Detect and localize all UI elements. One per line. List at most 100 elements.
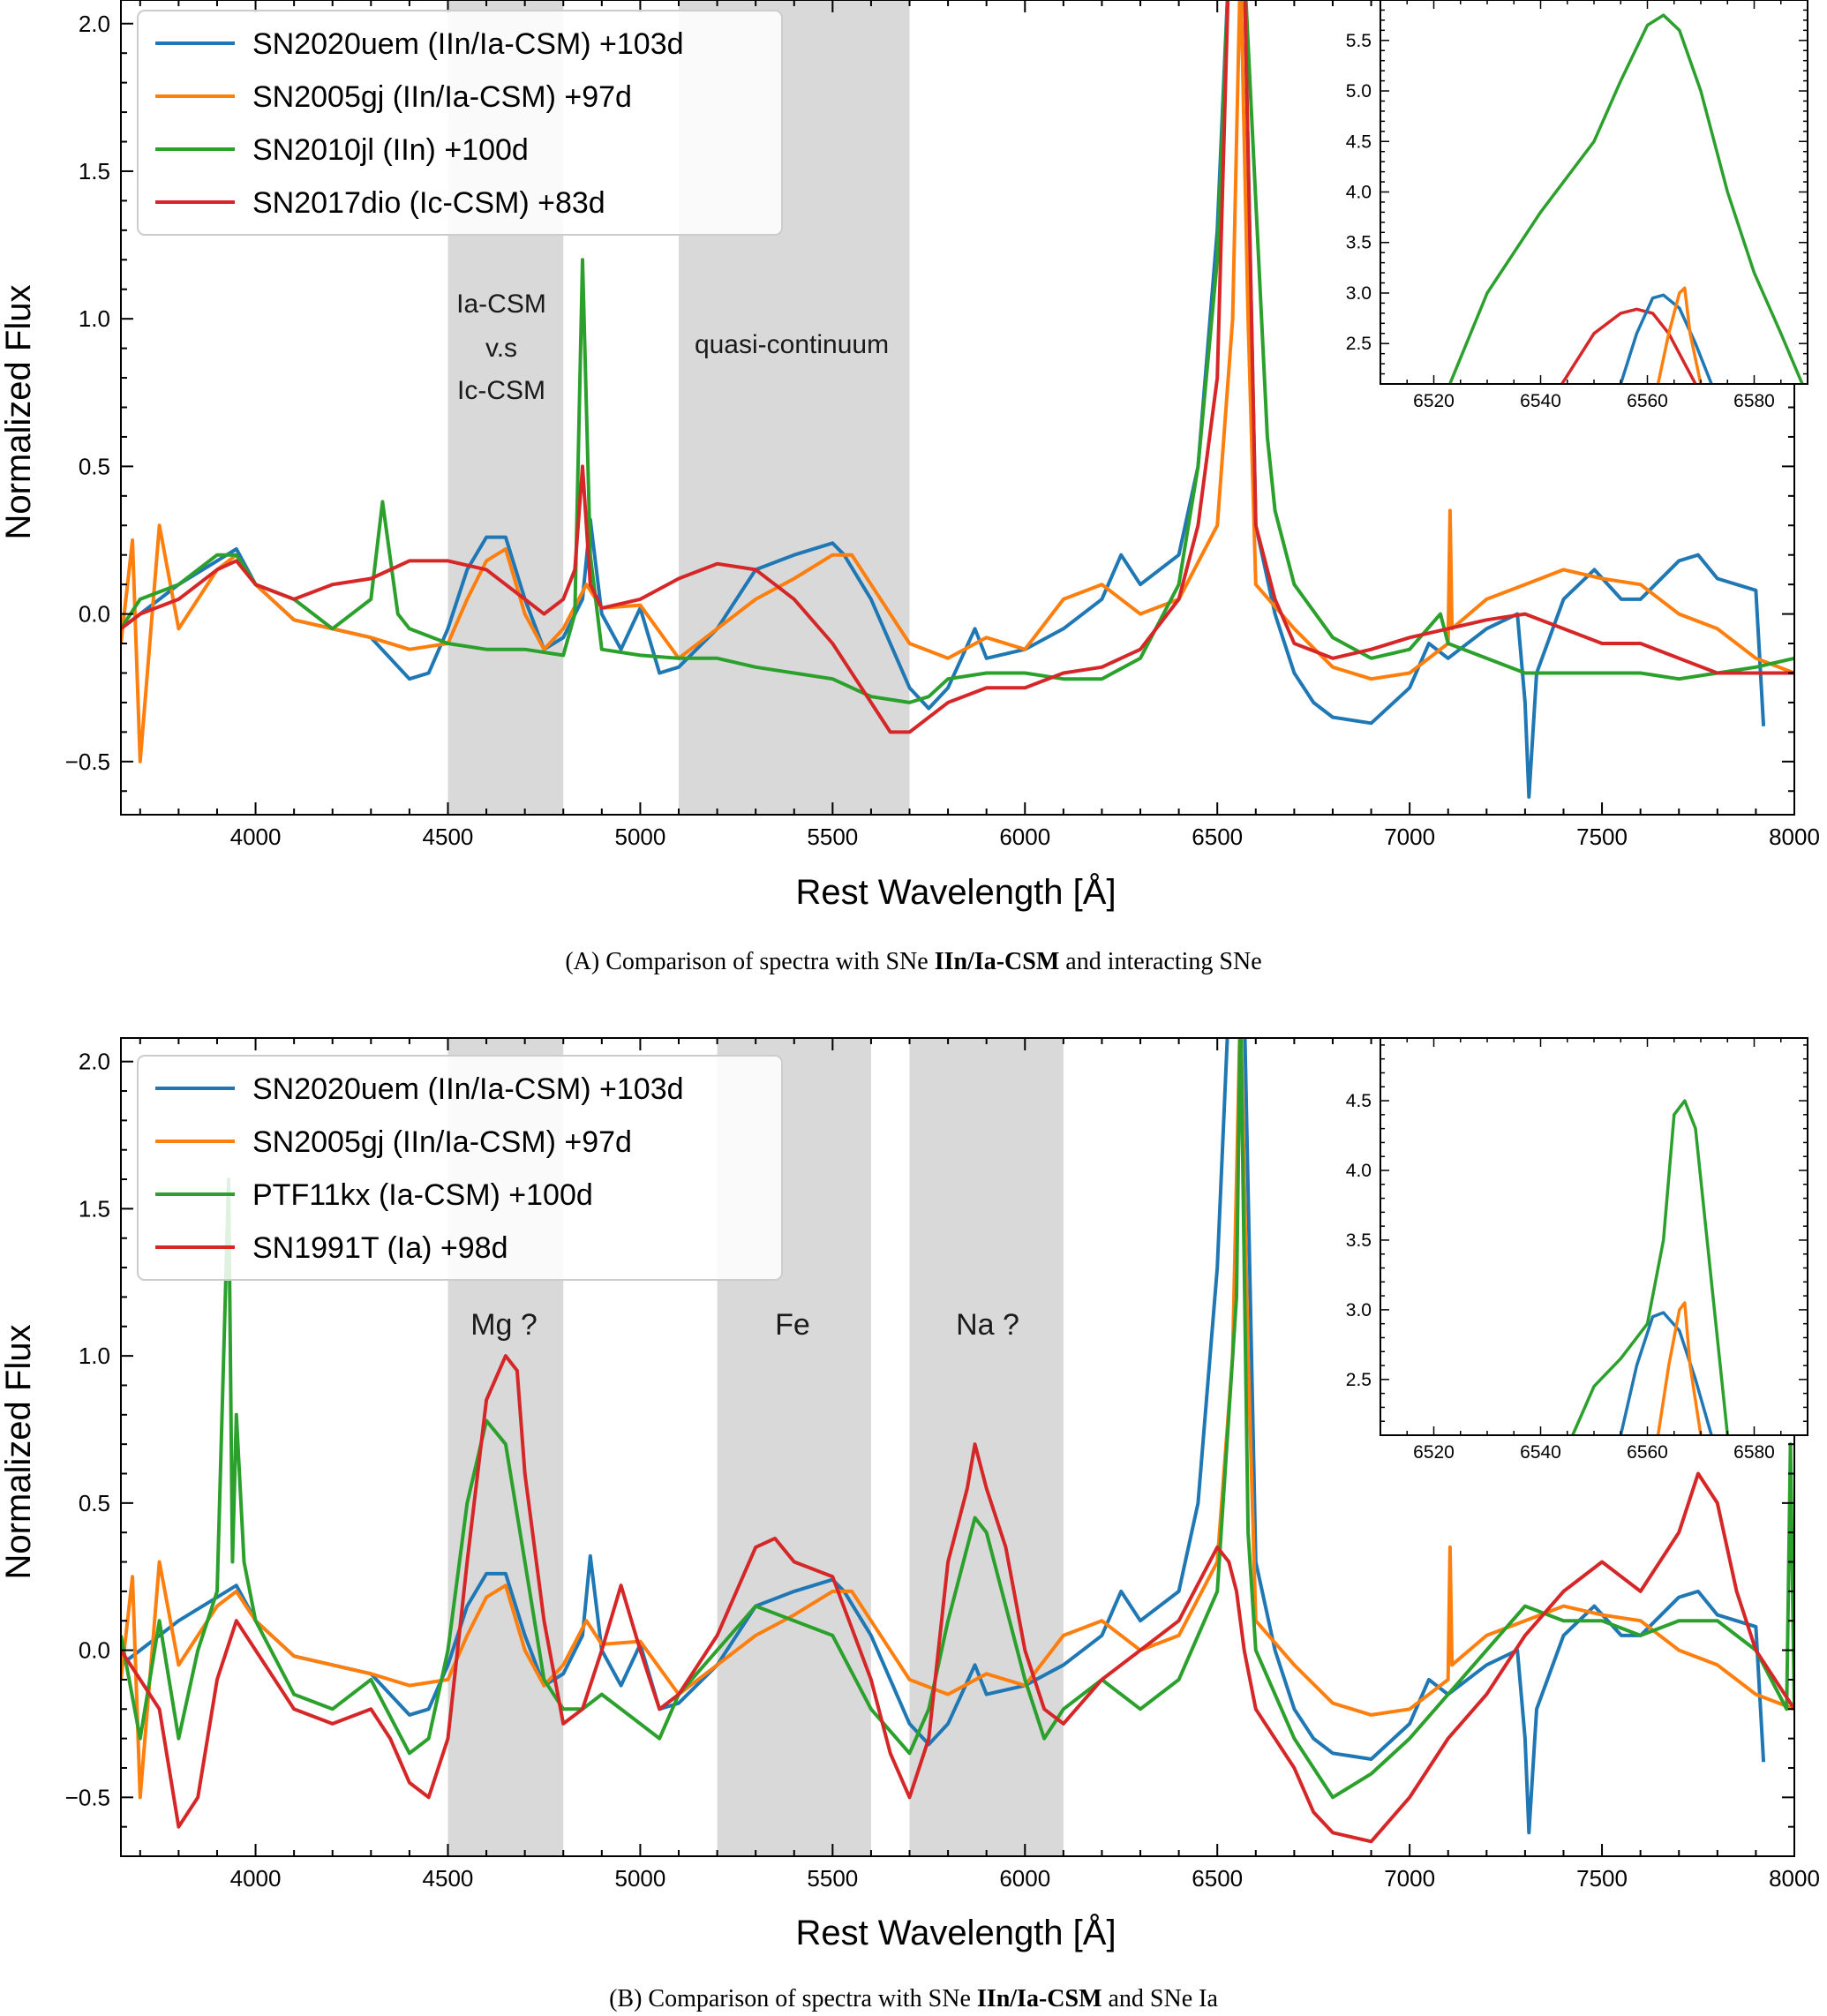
inset-series-line-3 [1619, 293, 1713, 384]
inset-y-tick-label: 5.5 [1346, 31, 1372, 51]
legend: SN2020uem (IIn/Ia-CSM) +103d SN2005gj (I… [137, 1055, 783, 1281]
y-tick-label: −0.5 [65, 748, 110, 775]
inset-y-tick-label: 4.5 [1346, 1091, 1372, 1111]
series-line-2 [121, 1038, 1794, 1800]
x-axis-title: Rest Wavelength [Å] [795, 872, 1116, 912]
x-tick-label: 8000 [1769, 824, 1820, 850]
region-labels: Mg ? Fe Na ? [470, 1308, 1019, 1342]
shaded-region [909, 1038, 1064, 1856]
x-tick-label: 7000 [1384, 824, 1435, 850]
x-tick-label: 7500 [1576, 824, 1628, 850]
x-tick-label: 6500 [1192, 1865, 1243, 1892]
region-label-fe: Fe [775, 1308, 810, 1342]
inset-y-tick-label: 3.5 [1346, 1230, 1372, 1251]
inset-y-tick-label: 4.0 [1346, 183, 1372, 203]
inset-x-tick-label: 6560 [1627, 1442, 1668, 1463]
inset-x-tick-label: 6580 [1733, 391, 1775, 411]
x-tick-label: 4000 [230, 824, 282, 850]
inset-lines [1571, 1099, 1730, 1435]
spectra-lines [121, 1038, 1794, 1844]
x-tick-label: 7500 [1576, 1865, 1628, 1892]
inset-x-tick-label: 6540 [1520, 1442, 1561, 1463]
inset-background [1380, 1038, 1808, 1435]
legend-label: SN2010jl (IIn) +100d [252, 133, 529, 167]
inset-series-line-2 [1560, 307, 1697, 384]
inset-x-tick-label: 6560 [1627, 391, 1668, 411]
region-label-1-line-2: v.s [485, 334, 517, 363]
x-tick-label: 6000 [999, 1865, 1050, 1892]
y-tick-label: 0.5 [79, 453, 110, 479]
x-tick-label: 5000 [614, 1865, 665, 1892]
inset-y-tick-label: 2.5 [1346, 334, 1372, 354]
y-tick-label: 0.0 [79, 1637, 110, 1664]
inset-y-tick-label: 3.0 [1346, 1300, 1372, 1320]
x-tick-label: 5000 [614, 824, 665, 850]
x-tick-label: 4000 [230, 1865, 282, 1892]
y-tick-label: 2.0 [79, 1049, 110, 1075]
inset-x-tick-label: 6540 [1520, 391, 1561, 411]
legend-label: SN2005gj (IIn/Ia-CSM) +97d [252, 1125, 632, 1159]
inset-series-line-2 [1619, 1311, 1713, 1435]
y-tick-label: 1.5 [79, 1195, 110, 1222]
legend-label: SN1991T (Ia) +98d [252, 1231, 508, 1265]
legend-label: SN2017dio (Ic-CSM) +83d [252, 186, 605, 220]
inset-y-tick-label: 5.0 [1346, 81, 1372, 102]
region-label-1-line-3: Ic-CSM [457, 376, 545, 405]
series-line-2 [121, 0, 1794, 764]
inset-lines [1448, 13, 1804, 384]
inset-series-line-4 [1656, 286, 1703, 384]
series-line-3 [121, 1038, 1794, 1800]
inset-x-tick-label: 6520 [1413, 391, 1455, 411]
x-tick-label: 4500 [423, 1865, 474, 1892]
y-tick-label: 1.0 [79, 305, 110, 332]
plot-frame [120, 1037, 1795, 1857]
x-tick-label: 4500 [423, 824, 474, 850]
legend-label: SN2020uem (IIn/Ia-CSM) +103d [252, 27, 684, 61]
x-tick-label: 5500 [807, 1865, 858, 1892]
legend: SN2020uem (IIn/Ia-CSM) +103d SN2005gj (I… [137, 10, 783, 236]
inset-series-line-1 [1448, 13, 1804, 384]
inset-series-line-1 [1571, 1099, 1730, 1435]
inset-y-tick-label: 3.5 [1346, 233, 1372, 253]
y-tick-label: 2.0 [79, 11, 110, 37]
series-line-1 [121, 0, 1766, 799]
legend-box [137, 10, 783, 236]
series-line-3 [121, 0, 1794, 704]
region-label-2: quasi-continuum [695, 330, 889, 359]
legend-label: SN2020uem (IIn/Ia-CSM) +103d [252, 1072, 684, 1106]
panel-a: 4000 4500 5000 5500 6000 6500 7000 7500 8000 −0.5… [0, 0, 1820, 975]
series-line-4 [121, 0, 1794, 734]
caption: (B) Comparison of spectra with SNe IIn/I… [609, 1985, 1218, 2012]
inset-background [1380, 0, 1808, 384]
region-label-mg: Mg ? [470, 1308, 538, 1342]
inset-plot: 6520 6540 6560 6580 2.5 3.0 3.5 4.0 4.5 [1346, 1037, 1808, 1463]
inset-y-tick-label: 4.0 [1346, 1161, 1372, 1181]
inset-plot: 6520 6540 6560 6580 2.5 3.0 3.5 4.0 4.5 5.0 5.5 [1346, 0, 1808, 411]
x-axis-title: Rest Wavelength [Å] [795, 1913, 1116, 1952]
x-tick-label: 8000 [1769, 1865, 1820, 1892]
axes-frame [120, 1037, 1795, 1857]
caption: (A) Comparison of spectra with SNe IIn/I… [565, 948, 1261, 975]
y-tick-label: 0.0 [79, 601, 110, 628]
y-tick-label: 1.5 [79, 158, 110, 184]
inset-x-tick-label: 6580 [1733, 1442, 1775, 1463]
y-axis-title: Normalized Flux [0, 1325, 38, 1580]
y-axis-title: Normalized Flux [0, 285, 38, 540]
axis-ticks: 4000 4500 5000 5500 6000 6500 7000 7500 8000 −0.5… [65, 0, 1820, 850]
y-tick-label: 0.5 [79, 1490, 110, 1516]
region-label-na: Na ? [956, 1308, 1019, 1342]
inset-y-tick-label: 3.0 [1346, 283, 1372, 304]
y-tick-label: 1.0 [79, 1343, 110, 1369]
inset-y-tick-label: 4.5 [1346, 132, 1372, 152]
x-tick-label: 7000 [1384, 1865, 1435, 1892]
inset-y-tick-label: 2.5 [1346, 1370, 1372, 1390]
legend-label: PTF11kx (Ia-CSM) +100d [252, 1178, 593, 1212]
series-line-4 [121, 1354, 1794, 1844]
inset-x-tick-label: 6520 [1413, 1442, 1455, 1463]
region-labels: Ia-CSM v.s Ic-CSM quasi-continuum [456, 290, 889, 405]
region-label-1-line-1: Ia-CSM [456, 290, 546, 319]
legend-box [137, 1055, 783, 1281]
x-tick-label: 6000 [999, 824, 1050, 850]
inset-series-line-3 [1656, 1301, 1703, 1435]
